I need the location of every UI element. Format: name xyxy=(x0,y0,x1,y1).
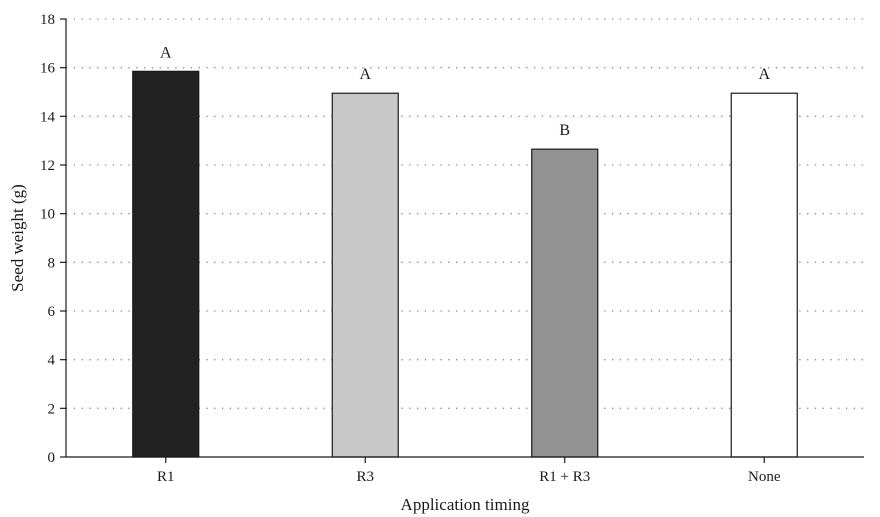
x-tick-label: R3 xyxy=(356,469,374,485)
y-tick-label: 8 xyxy=(48,255,56,271)
y-tick-label: 12 xyxy=(40,158,55,174)
significance-letter: A xyxy=(160,44,172,61)
y-tick-label: 18 xyxy=(40,12,55,28)
significance-letter: A xyxy=(359,66,371,83)
x-axis-title: Application timing xyxy=(401,495,530,514)
x-ticks: R1 R3 R1 + R3 None xyxy=(157,457,781,485)
y-tick-label: 0 xyxy=(48,450,56,466)
bar xyxy=(331,92,399,458)
y-tick-label: 2 xyxy=(48,401,56,417)
x-tick-label: R1 + R3 xyxy=(539,469,590,485)
x-tick-label: None xyxy=(748,469,781,485)
y-axis-title: Seed weight (g) xyxy=(8,184,27,292)
significance-labels: A A B A xyxy=(160,44,771,139)
significance-letter: B xyxy=(559,122,570,139)
bar xyxy=(730,92,798,458)
bars xyxy=(132,70,798,458)
y-tick-label: 4 xyxy=(48,353,56,369)
axes xyxy=(65,19,864,458)
y-tick-label: 6 xyxy=(48,304,56,320)
y-tick-label: 16 xyxy=(40,61,56,77)
significance-letter: A xyxy=(758,66,770,83)
y-tick-label: 10 xyxy=(40,207,55,223)
bar xyxy=(132,70,200,458)
bar xyxy=(531,148,599,458)
x-tick-label: R1 xyxy=(157,469,175,485)
y-tick-label: 14 xyxy=(40,109,56,125)
y-ticks: 0 2 4 6 8 10 12 14 16 18 xyxy=(40,12,66,466)
